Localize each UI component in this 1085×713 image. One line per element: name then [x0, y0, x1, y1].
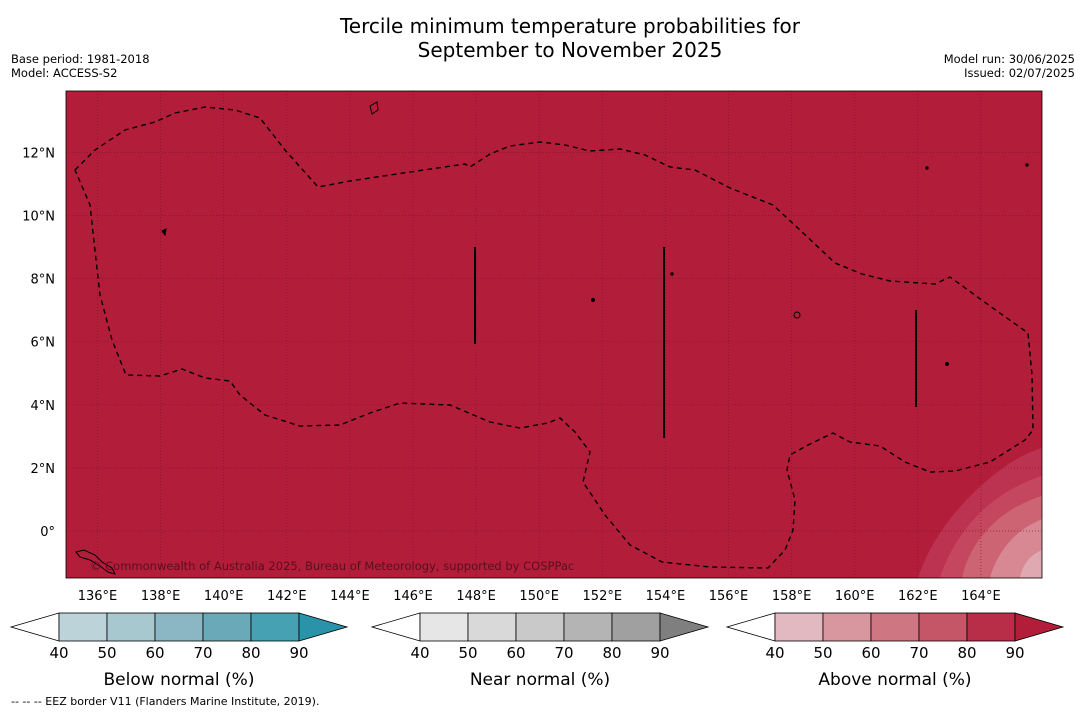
- longitude-label: 158°E: [772, 589, 812, 604]
- colorbar-tick-label: 60: [145, 644, 164, 662]
- colorbar-tick-label: 40: [765, 644, 784, 662]
- latitude-label: 8°N: [31, 273, 56, 288]
- chart-title: Tercile minimum temperature probabilitie…: [0, 14, 1085, 62]
- colorbar-extend-high: [1014, 612, 1065, 642]
- colorbar: 40 50 60 70 80 90 Above normal (%): [725, 612, 1065, 690]
- longitude-label: 162°E: [898, 589, 938, 604]
- island-atoll: [793, 311, 801, 319]
- title-line-1: Tercile minimum temperature probabilitie…: [339, 14, 801, 38]
- colorbar-segment: [515, 612, 565, 642]
- island-north: [369, 101, 379, 115]
- colorbar-segment: [870, 612, 920, 642]
- base-period: Base period: 1981-2018: [11, 52, 150, 66]
- colorbar-segment: [106, 612, 156, 642]
- colorbar: 40 50 60 70 80 90 Near normal (%): [370, 612, 710, 690]
- longitude-label: 148°E: [456, 589, 496, 604]
- colorbar-tick-label: 70: [909, 644, 928, 662]
- colorbar: 40 50 60 70 80 90 Below normal (%): [9, 612, 349, 690]
- title-line-2: September to November 2025: [417, 38, 723, 62]
- colorbar-segment: [563, 612, 613, 642]
- colorbar-tick-label: 40: [410, 644, 429, 662]
- colorbar-segment: [774, 612, 824, 642]
- colorbar-label: Above normal (%): [818, 670, 971, 690]
- longitude-label: 152°E: [583, 589, 623, 604]
- colorbar-tick-label: 90: [1005, 644, 1024, 662]
- longitude-label: 138°E: [141, 589, 181, 604]
- island-dot-1: [591, 298, 595, 302]
- colorbars: 40 50 60 70 80 90 Below normal (%) 40 50 60 70 80 90…: [9, 612, 1065, 690]
- colorbar-segment: [467, 612, 517, 642]
- colorbar-extend-low: [9, 612, 60, 642]
- colorbar-tick-label: 80: [957, 644, 976, 662]
- solid-segments: [474, 247, 917, 438]
- colorbar-tick-label: 80: [241, 644, 260, 662]
- island-cluster-sw: [75, 549, 116, 575]
- colorbar-segment: [966, 612, 1016, 642]
- colorbar-segment: [611, 612, 661, 642]
- latitude-label: 12°N: [22, 146, 55, 161]
- map-plot-area: [66, 91, 1042, 578]
- colorbar-extend-low: [370, 612, 421, 642]
- island-dot-2: [945, 362, 949, 366]
- probability-contours: [918, 448, 1042, 578]
- latitude-label: 0°: [40, 525, 55, 540]
- model-run: Model run: 30/06/2025: [943, 52, 1075, 66]
- colorbar-segment: [918, 612, 968, 642]
- model-name: Model: ACCESS-S2: [11, 66, 118, 80]
- colorbar-tick-label: 70: [193, 644, 212, 662]
- longitude-label: 140°E: [204, 589, 244, 604]
- longitude-label: 144°E: [330, 589, 370, 604]
- latitude-label: 4°N: [31, 399, 56, 414]
- colorbar-tick-label: 50: [813, 644, 832, 662]
- colorbar-segment: [419, 612, 469, 642]
- colorbar-extend-high: [298, 612, 349, 642]
- eez-border: [74, 106, 1034, 569]
- longitude-label: 156°E: [709, 589, 749, 604]
- longitude-label: 150°E: [519, 589, 559, 604]
- latitude-label: 6°N: [31, 336, 56, 351]
- colorbar-segment: [154, 612, 204, 642]
- island-dot-5: [925, 166, 929, 170]
- longitude-label: 146°E: [393, 589, 433, 604]
- colorbar-segment: [250, 612, 300, 642]
- island-dot-4: [1025, 163, 1029, 167]
- longitude-label: 154°E: [646, 589, 686, 604]
- colorbar-tick-label: 80: [602, 644, 621, 662]
- longitude-label: 164°E: [961, 589, 1001, 604]
- colorbar-tick-label: 90: [289, 644, 308, 662]
- longitude-label: 142°E: [267, 589, 307, 604]
- colorbar-tick-label: 90: [650, 644, 669, 662]
- colorbar-segment: [202, 612, 252, 642]
- colorbar-extend-low: [725, 612, 776, 642]
- colorbar-label: Near normal (%): [470, 670, 610, 690]
- colorbar-tick-label: 50: [97, 644, 116, 662]
- issued-date: Issued: 02/07/2025: [964, 66, 1075, 80]
- colorbar-tick-label: 60: [506, 644, 525, 662]
- longitude-labels: 136°E 138°E 140°E 142°E 144°E 146°E 148°E 150°E…: [78, 589, 1001, 604]
- latitude-labels: 12°N 10°N 8°N 6°N 4°N 2°N 0°: [22, 146, 55, 540]
- meta-left: Base period: 1981-2018 Model: ACCESS-S2: [11, 52, 150, 80]
- latitude-label: 2°N: [31, 462, 56, 477]
- colorbar-segment: [58, 612, 108, 642]
- colorbar-tick-label: 70: [554, 644, 573, 662]
- islands: [75, 101, 1029, 575]
- eez-footnote: -- -- -- EEZ border V11 (Flanders Marine…: [11, 695, 320, 708]
- colorbar-tick-label: 40: [49, 644, 68, 662]
- colorbar-tick-label: 60: [861, 644, 880, 662]
- colorbar-label: Below normal (%): [104, 670, 255, 690]
- colorbar-tick-label: 50: [458, 644, 477, 662]
- map-copyright: © Commonwealth of Australia 2025, Bureau…: [90, 559, 574, 573]
- longitude-label: 136°E: [78, 589, 118, 604]
- map-frame: [65, 90, 1043, 579]
- longitude-label: 160°E: [835, 589, 875, 604]
- colorbar-segment: [822, 612, 872, 642]
- latitude-label: 10°N: [22, 210, 55, 225]
- colorbar-extend-high: [659, 612, 710, 642]
- island-dot-3: [670, 272, 674, 276]
- island-west: [161, 228, 167, 237]
- meta-right: Model run: 30/06/2025 Issued: 02/07/2025: [944, 52, 1075, 80]
